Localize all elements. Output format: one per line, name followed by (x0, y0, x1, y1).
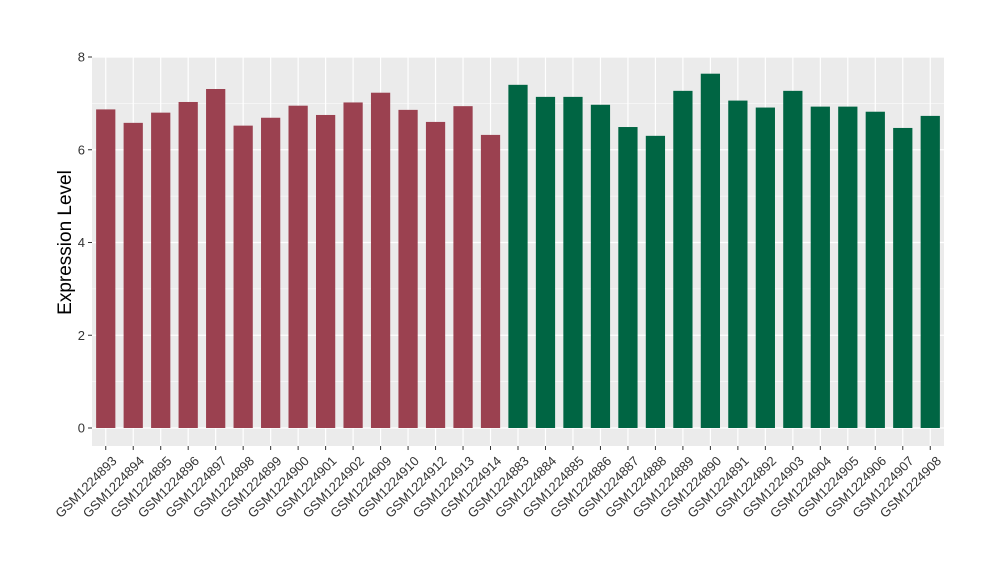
y-tick-label: 6 (78, 142, 85, 157)
bar-GSM1224901 (315, 114, 336, 428)
bar-GSM1224914 (480, 134, 501, 428)
y-tick-label: 8 (78, 50, 85, 65)
bar-GSM1224891 (728, 100, 748, 428)
bar-GSM1224907 (893, 127, 913, 429)
bar-GSM1224896 (178, 101, 198, 428)
bar-GSM1224885 (563, 96, 583, 428)
bar-GSM1224895 (151, 112, 171, 429)
bar-GSM1224886 (590, 104, 611, 429)
bar-GSM1224893 (96, 109, 116, 428)
bar-GSM1224889 (673, 90, 693, 428)
bar-GSM1224909 (370, 92, 391, 429)
y-tick-label: 0 (78, 421, 85, 436)
y-axis: 0 2 4 6 8 (78, 50, 92, 436)
bar-GSM1224899 (261, 117, 281, 428)
bar-GSM1224903 (783, 90, 803, 428)
y-tick-label: 2 (78, 328, 85, 343)
bar-GSM1224905 (838, 106, 858, 428)
bar-GSM1224912 (425, 121, 446, 429)
bar-GSM1224913 (453, 106, 473, 428)
y-axis-title: Expression Level (55, 170, 76, 315)
bar-GSM1224897 (206, 88, 226, 428)
bar-GSM1224902 (343, 102, 363, 428)
bar-GSM1224894 (123, 122, 143, 428)
bar-GSM1224888 (645, 135, 666, 428)
bar-GSM1224883 (508, 84, 528, 428)
bar-GSM1224904 (810, 106, 830, 428)
bar-GSM1224898 (233, 125, 253, 428)
y-tick-label: 4 (78, 235, 85, 250)
bar-GSM1224900 (288, 105, 308, 428)
bar-GSM1224908 (920, 115, 940, 429)
bar-GSM1224884 (535, 96, 556, 428)
x-axis: GSM1224893GSM1224894GSM1224895GSM1224896… (52, 446, 944, 521)
bar-GSM1224910 (398, 109, 418, 429)
bar-GSM1224892 (755, 107, 775, 428)
bar-GSM1224906 (865, 111, 885, 428)
bar-GSM1224887 (618, 127, 638, 429)
bars (96, 73, 940, 429)
bar-GSM1224890 (700, 73, 721, 428)
